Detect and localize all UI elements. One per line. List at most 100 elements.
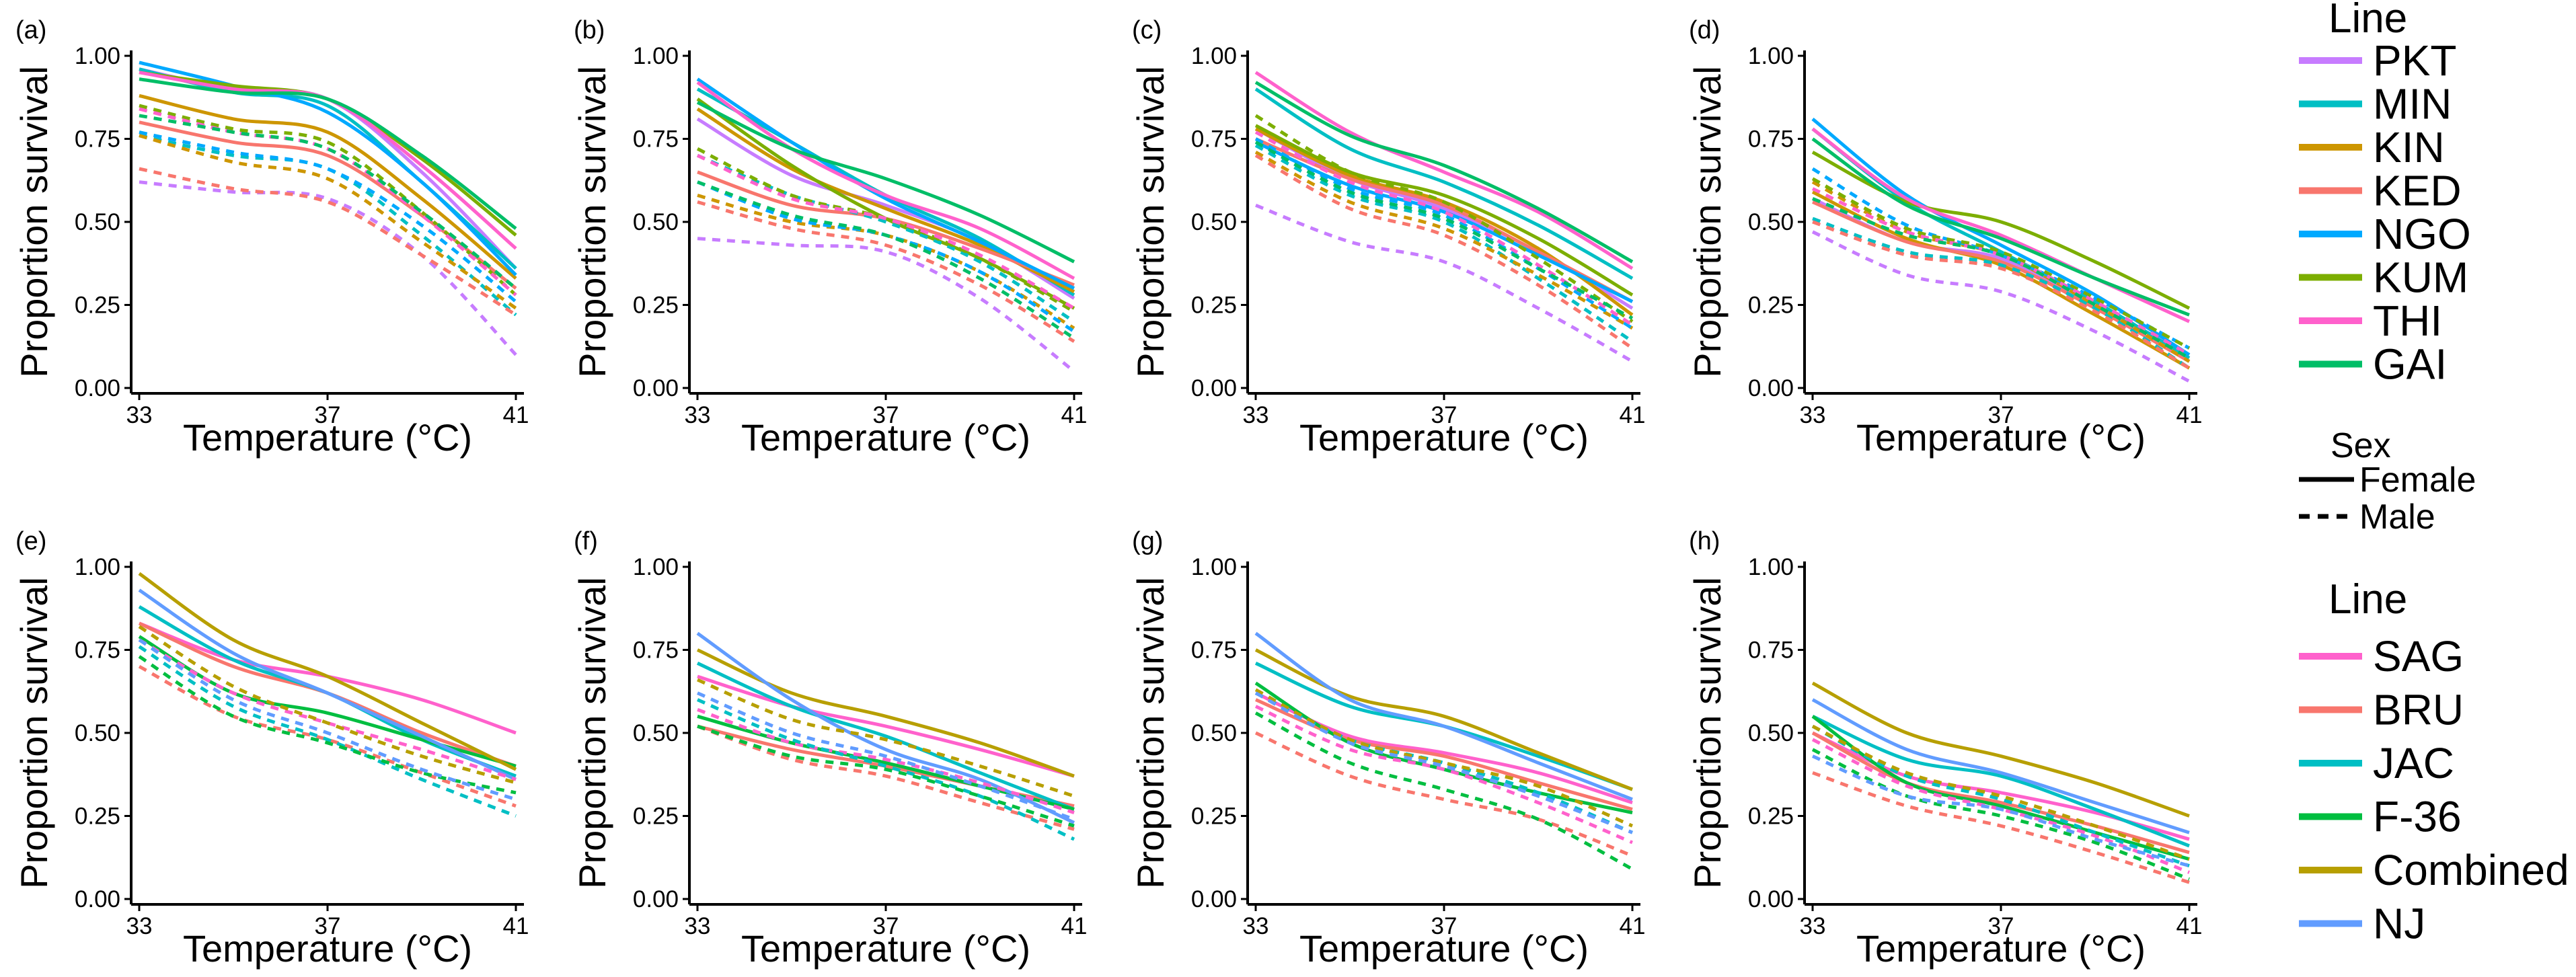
y-tick-label: 1.00 <box>1191 554 1237 580</box>
y-tick-label: 1.00 <box>75 43 120 69</box>
panel-label: (b) <box>574 16 605 44</box>
x-tick-label: 33 <box>1243 402 1269 428</box>
y-tick-label: 0.50 <box>1748 209 1794 235</box>
y-tick-label: 0.25 <box>1748 804 1794 830</box>
y-tick-label: 0.50 <box>633 720 679 746</box>
series-line-thi-male <box>1811 187 2191 356</box>
series-line-sag-female <box>697 674 1075 778</box>
series-line-f36-female <box>138 635 517 768</box>
x-axis-title: Temperature (°C) <box>183 927 472 970</box>
panel-f: (f) 0.00 0.25 0.50 0.75 1.00 33 37 41 Temperature… <box>571 527 1087 970</box>
series-line-f36-male <box>138 655 517 795</box>
series-line-bru-male <box>138 664 517 808</box>
series-line-kum-male <box>696 147 1075 313</box>
y-tick-label: 0.75 <box>75 637 120 664</box>
y-tick-label: 0.00 <box>1748 375 1794 401</box>
panel-label: (f) <box>574 527 598 555</box>
x-tick-label: 33 <box>126 913 153 939</box>
series-line-jac-male <box>138 645 517 818</box>
series-line-sag-male <box>138 638 517 781</box>
series-line-thi-female <box>1254 71 1634 270</box>
series-line-bru-male <box>697 724 1075 831</box>
x-tick-label: 41 <box>503 913 529 939</box>
series-line-nj-male <box>1254 691 1633 834</box>
y-tick-label: 1.00 <box>1748 554 1794 580</box>
legend-label: KUM <box>2373 253 2468 302</box>
series-line-bru-female <box>1255 698 1633 812</box>
series-line-f36-male <box>1254 711 1634 871</box>
x-tick-label: 37 <box>1431 402 1457 428</box>
x-axis-title: Temperature (°C) <box>1299 927 1589 970</box>
x-tick-label: 41 <box>1620 402 1646 428</box>
y-tick-label: 0.50 <box>1191 209 1237 235</box>
series-line-gai-female <box>139 77 517 230</box>
series-line-gai-male <box>697 180 1075 340</box>
series-line-kin-male <box>139 134 517 310</box>
y-axis-title: Proportion survival <box>571 66 613 378</box>
legend-title: Line <box>2328 0 2407 42</box>
series-line-thi-female <box>1811 127 2191 323</box>
legend-sex: Sex Female Male <box>2299 426 2476 537</box>
y-tick-label: 1.00 <box>75 554 120 580</box>
y-tick-label: 0.50 <box>633 209 679 235</box>
legend-label: KED <box>2373 167 2462 215</box>
panel-label: (d) <box>1689 16 1720 44</box>
series-line-jac-female <box>1811 715 2190 848</box>
y-axis-title: Proportion survival <box>1129 66 1172 378</box>
legend-label: THI <box>2373 297 2442 345</box>
x-tick-label: 41 <box>2176 913 2203 939</box>
y-tick-label: 0.75 <box>1748 126 1794 153</box>
series-line-ked-male <box>1812 220 2191 370</box>
y-tick-label: 0.50 <box>1748 720 1794 746</box>
x-axis-title: Temperature (°C) <box>741 927 1030 970</box>
series-line-jac-female <box>696 662 1075 811</box>
series-line-pkt-male <box>139 180 517 356</box>
series-line-kum-male <box>139 104 517 297</box>
series-line-min-male <box>139 134 517 317</box>
x-tick-label: 37 <box>1988 402 2014 428</box>
legend-label: NJ <box>2373 900 2425 948</box>
y-tick-label: 0.50 <box>75 209 120 235</box>
series-line-pkt-male <box>1255 203 1634 363</box>
series-line-thi-male <box>696 153 1075 310</box>
y-axis-title: Proportion survival <box>1686 66 1729 378</box>
x-tick-label: 37 <box>873 913 899 939</box>
x-tick-label: 37 <box>873 402 899 428</box>
series-line-ngo-female <box>139 61 517 276</box>
series-line-kin-male <box>1254 151 1634 330</box>
series-line-f36-male <box>1811 748 2190 881</box>
y-tick-label: 0.75 <box>1191 637 1237 664</box>
series-line-bru-male <box>1812 771 2190 884</box>
x-tick-label: 33 <box>126 402 153 428</box>
x-tick-label: 33 <box>685 913 711 939</box>
y-axis-title: Proportion survival <box>13 577 55 889</box>
y-tick-label: 0.25 <box>75 804 120 830</box>
panel-label: (g) <box>1132 527 1163 555</box>
x-tick-label: 33 <box>1800 913 1826 939</box>
series-line-pkt-male <box>1811 230 2191 383</box>
x-tick-label: 41 <box>1620 913 1646 939</box>
series-line-sag-male <box>697 708 1075 814</box>
series-line-ngo-female <box>696 77 1075 290</box>
legend-label: MIN <box>2373 80 2452 128</box>
series-line-nj-male <box>697 691 1075 821</box>
series-line-kum-male <box>1811 177 2191 350</box>
y-tick-label: 0.75 <box>633 126 679 153</box>
y-tick-label: 0.75 <box>1191 126 1237 153</box>
series-line-kin-female <box>139 93 517 280</box>
series-line-min-male <box>1812 217 2191 370</box>
series-line-ngo-female <box>1254 141 1634 303</box>
series-line-gai-male <box>1812 197 2191 360</box>
series-line-ked-male <box>697 200 1075 343</box>
panel-h: (h) 0.00 0.25 0.50 0.75 1.00 33 37 41 Temperature… <box>1686 527 2202 970</box>
x-axis-title: Temperature (°C) <box>1856 416 2146 459</box>
legend-label: NGO <box>2373 210 2471 258</box>
x-tick-label: 37 <box>315 913 341 939</box>
legend-title: Line <box>2328 576 2407 623</box>
panel-label: (a) <box>15 16 46 44</box>
series-line-thi-female <box>696 81 1075 280</box>
x-axis-title: Temperature (°C) <box>1856 927 2146 970</box>
series-line-gai-female <box>696 100 1075 264</box>
x-tick-label: 41 <box>1061 402 1088 428</box>
